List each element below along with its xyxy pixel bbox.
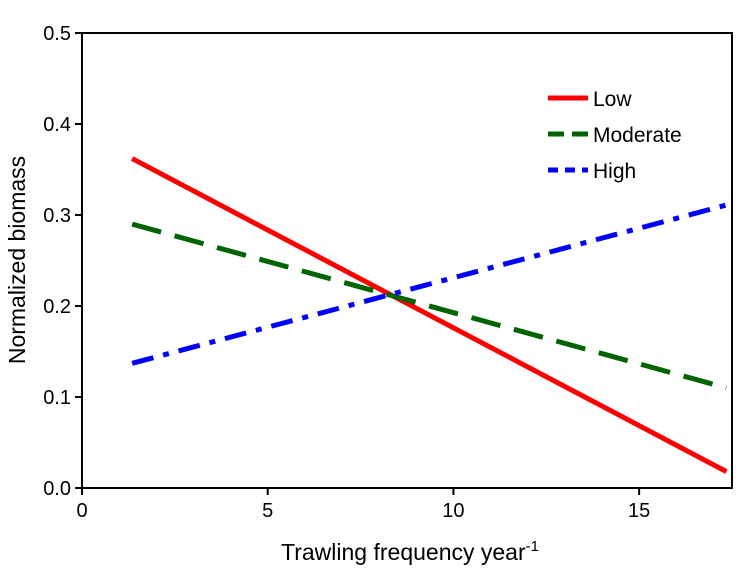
x-tick-label: 0 [76,500,87,522]
series-line-low [130,156,728,474]
axis-ticks: 0 5 10 15 0.0 0.1 0.2 0.3 0.4 0.5 [43,23,650,522]
legend-label-moderate: Moderate [593,124,682,147]
legend: Low Moderate High [548,88,682,183]
y-axis-title: Normalized biomass [4,156,30,364]
y-tick-label: 0.2 [43,296,71,318]
plot-frame [81,32,733,489]
y-tick-label: 0.0 [43,478,71,500]
series-lines [130,156,728,474]
x-axis-title-superscript: -1 [526,538,539,555]
x-tick-label: 15 [628,500,650,522]
x-axis-title-main: Trawling frequency year [281,539,526,565]
series-line-high [131,202,728,366]
y-tick-label: 0.1 [43,387,71,409]
y-tick-label: 0.5 [43,23,71,45]
legend-label-high: High [593,160,636,183]
legend-label-low: Low [593,88,632,111]
y-tick-label: 0.4 [43,114,71,136]
x-tick-label: 10 [442,500,464,522]
x-tick-label: 5 [262,500,273,522]
x-axis-title: Trawling frequency year-1 [281,538,539,565]
y-tick-label: 0.3 [43,205,71,227]
series-line-moderate [131,221,728,391]
